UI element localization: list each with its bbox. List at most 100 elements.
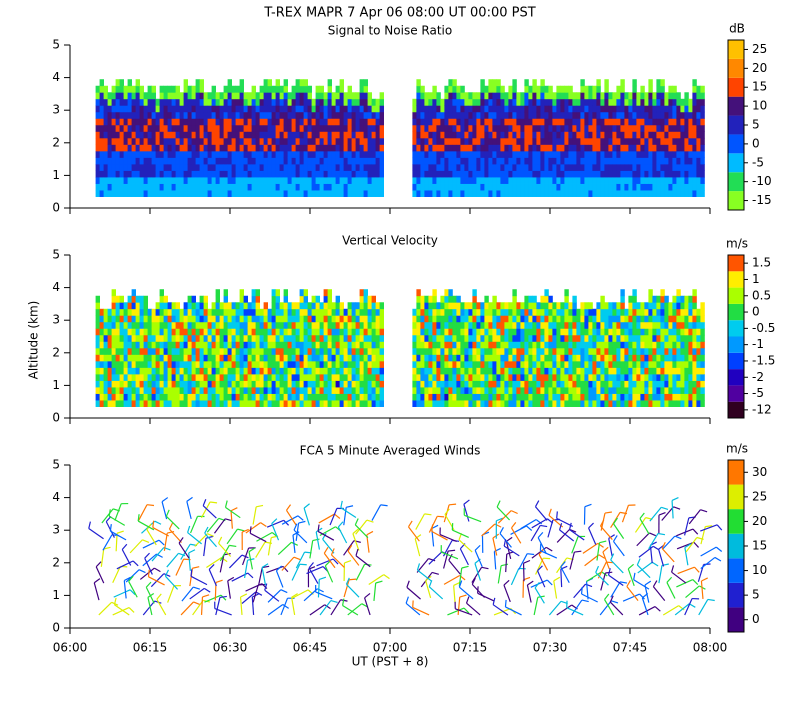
field-cell — [456, 171, 460, 178]
field-cell — [240, 99, 244, 106]
field-cell — [256, 328, 260, 335]
field-cell — [368, 394, 372, 401]
field-cell — [324, 131, 328, 138]
field-cell — [632, 79, 636, 86]
field-cell — [96, 400, 100, 407]
field-cell — [132, 99, 136, 106]
field-cell — [208, 374, 212, 381]
field-cell — [348, 381, 352, 388]
field-cell — [600, 92, 604, 99]
field-cell — [484, 361, 488, 368]
field-cell — [364, 118, 368, 125]
field-cell — [532, 296, 536, 303]
field-cell — [416, 151, 420, 158]
field-cell — [528, 151, 532, 158]
field-cell — [604, 381, 608, 388]
field-cell — [420, 361, 424, 368]
field-cell — [376, 387, 380, 394]
field-cell — [256, 335, 260, 342]
field-cell — [128, 79, 132, 86]
field-cell — [484, 171, 488, 178]
field-cell — [348, 184, 352, 191]
field-cell — [224, 302, 228, 309]
field-cell — [604, 105, 608, 112]
field-cell — [560, 374, 564, 381]
field-cell — [116, 118, 120, 125]
field-cell — [580, 367, 584, 374]
field-cell — [120, 125, 124, 132]
field-cell — [528, 118, 532, 125]
field-cell — [416, 144, 420, 151]
field-cell — [496, 86, 500, 93]
field-cell — [512, 92, 516, 99]
field-cell — [488, 177, 492, 184]
field-cell — [192, 151, 196, 158]
field-cell — [420, 112, 424, 119]
field-cell — [152, 322, 156, 329]
field-cell — [632, 341, 636, 348]
wind-barb — [117, 531, 124, 533]
field-cell — [100, 131, 104, 138]
y-tick-label: 2 — [52, 345, 60, 359]
field-cell — [176, 138, 180, 145]
field-cell — [244, 164, 248, 171]
field-cell — [608, 387, 612, 394]
field-cell — [540, 296, 544, 303]
field-cell — [148, 138, 152, 145]
field-cell — [184, 335, 188, 342]
field-cell — [196, 328, 200, 335]
field-cell — [324, 296, 328, 303]
field-cell — [344, 177, 348, 184]
field-cell — [252, 348, 256, 355]
field-cell — [632, 374, 636, 381]
field-cell — [356, 354, 360, 361]
field-cell — [184, 328, 188, 335]
field-cell — [224, 335, 228, 342]
field-cell — [360, 79, 364, 86]
field-cell — [308, 105, 312, 112]
field-cell — [584, 400, 588, 407]
field-cell — [108, 99, 112, 106]
field-cell — [168, 381, 172, 388]
field-cell — [248, 367, 252, 374]
field-cell — [588, 86, 592, 93]
field-cell — [184, 367, 188, 374]
field-cell — [340, 144, 344, 151]
field-cell — [568, 322, 572, 329]
field-cell — [512, 105, 516, 112]
field-cell — [464, 309, 468, 316]
field-cell — [560, 131, 564, 138]
field-cell — [468, 387, 472, 394]
field-cell — [216, 296, 220, 303]
field-cell — [540, 105, 544, 112]
field-cell — [664, 394, 668, 401]
field-cell — [504, 354, 508, 361]
field-cell — [264, 157, 268, 164]
field-cell — [368, 105, 372, 112]
field-cell — [472, 341, 476, 348]
field-cell — [152, 144, 156, 151]
field-cell — [676, 328, 680, 335]
field-cell — [320, 118, 324, 125]
field-cell — [516, 400, 520, 407]
field-cell — [204, 361, 208, 368]
field-cell — [152, 151, 156, 158]
field-cell — [236, 374, 240, 381]
field-cell — [668, 125, 672, 132]
field-cell — [660, 92, 664, 99]
field-cell — [672, 92, 676, 99]
field-cell — [240, 374, 244, 381]
field-cell — [164, 322, 168, 329]
field-cell — [352, 322, 356, 329]
field-cell — [588, 322, 592, 329]
field-cell — [256, 400, 260, 407]
field-cell — [436, 131, 440, 138]
field-cell — [544, 354, 548, 361]
field-cell — [144, 367, 148, 374]
field-cell — [536, 171, 540, 178]
field-cell — [348, 138, 352, 145]
field-cell — [432, 177, 436, 184]
colorbar-swatch — [728, 271, 744, 287]
field-cell — [492, 315, 496, 322]
field-cell — [156, 177, 160, 184]
